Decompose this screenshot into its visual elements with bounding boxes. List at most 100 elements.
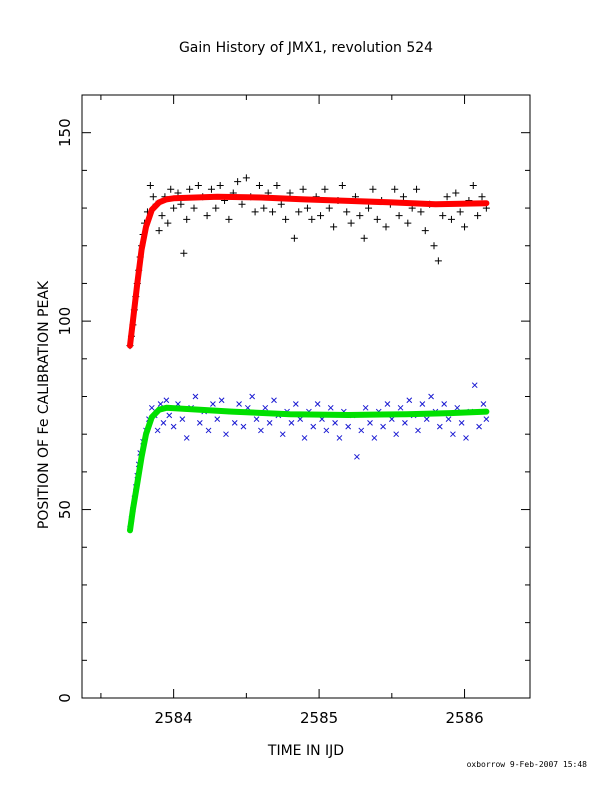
data-point [382, 223, 390, 231]
data-point [456, 208, 464, 216]
data-point [362, 404, 369, 411]
data-point [321, 185, 329, 193]
data-point [454, 404, 461, 411]
data-point [214, 416, 221, 422]
y-axis-label: POSITION OF Fe CALIBRATION PEAK [36, 280, 52, 529]
data-point [253, 416, 260, 422]
data-point [279, 431, 286, 438]
data-point [292, 401, 299, 407]
data-point [146, 181, 154, 189]
data-point [190, 204, 198, 212]
y-tick-label: 100 [56, 307, 74, 336]
data-point [194, 181, 202, 189]
data-point [271, 397, 277, 404]
data-point [343, 208, 351, 216]
data-point [430, 242, 438, 250]
data-point [419, 401, 426, 407]
data-point [255, 181, 263, 189]
data-point [183, 215, 191, 223]
data-point [155, 227, 163, 235]
data-point [332, 420, 338, 426]
data-point [317, 212, 325, 220]
x-tick-label: 2586 [445, 709, 483, 727]
data-point [347, 219, 355, 227]
data-point [450, 431, 456, 438]
chart-title: Gain History of JMX1, revolution 524 [179, 40, 433, 56]
data-point [288, 420, 295, 426]
data-point [164, 219, 172, 227]
data-point [483, 416, 490, 422]
data-point [441, 401, 448, 407]
x-axis-label: TIME IN IJD [267, 743, 344, 759]
data-point [240, 423, 247, 430]
data-point [308, 215, 316, 223]
data-point [330, 223, 338, 231]
data-point [154, 427, 161, 434]
data-point [167, 185, 175, 193]
data-point [358, 427, 365, 434]
data-point [436, 423, 443, 430]
data-point [258, 427, 264, 434]
data-point [325, 204, 333, 212]
data-point [458, 420, 465, 426]
axis-ticks [82, 94, 530, 699]
data-point [373, 215, 381, 223]
data-point [166, 412, 173, 419]
series-layer [126, 174, 490, 534]
data-point [327, 404, 334, 411]
data-point [301, 435, 308, 441]
data-point [212, 204, 220, 212]
data-point [262, 404, 269, 411]
data-point [192, 393, 199, 400]
data-point [242, 174, 250, 182]
data-point [148, 404, 155, 411]
data-point [447, 215, 455, 223]
series-1 [127, 382, 490, 532]
data-point [180, 249, 188, 257]
x-tick-labels: 2584 2585 2586 [155, 709, 484, 727]
data-point [236, 401, 242, 407]
data-point [336, 435, 343, 441]
data-point [269, 208, 277, 216]
data-point [471, 382, 478, 389]
data-point [223, 431, 229, 438]
data-point [461, 223, 469, 231]
data-point [203, 212, 211, 220]
data-point [216, 181, 224, 189]
fit-line [127, 404, 490, 534]
data-point [367, 420, 373, 426]
data-point [413, 185, 421, 193]
series-3 [127, 404, 490, 534]
data-point [186, 185, 194, 193]
data-point [397, 404, 404, 411]
data-point [452, 189, 460, 197]
fit-line [127, 193, 490, 349]
data-point [406, 397, 413, 404]
data-point [323, 427, 330, 434]
data-point [469, 181, 477, 189]
data-point [415, 427, 421, 434]
data-point [369, 185, 377, 193]
data-point [360, 234, 368, 242]
y-tick-label: 50 [56, 500, 74, 519]
y-tick-label: 0 [56, 693, 74, 703]
data-point [170, 204, 178, 212]
y-tick-label: 150 [56, 118, 74, 147]
data-point [354, 453, 360, 460]
data-point [196, 420, 203, 426]
data-point [345, 423, 352, 430]
data-point [266, 420, 273, 426]
data-point [439, 212, 447, 220]
data-point [290, 234, 298, 242]
data-point [273, 181, 281, 189]
data-point [177, 200, 185, 208]
data-point [395, 212, 403, 220]
data-point [423, 416, 430, 422]
data-point [179, 416, 186, 422]
data-point [205, 427, 212, 434]
data-point [402, 420, 408, 426]
data-point [210, 401, 216, 407]
data-point [225, 215, 233, 223]
y-tick-labels: 0 50 100 150 [56, 118, 74, 702]
data-point [474, 212, 482, 220]
